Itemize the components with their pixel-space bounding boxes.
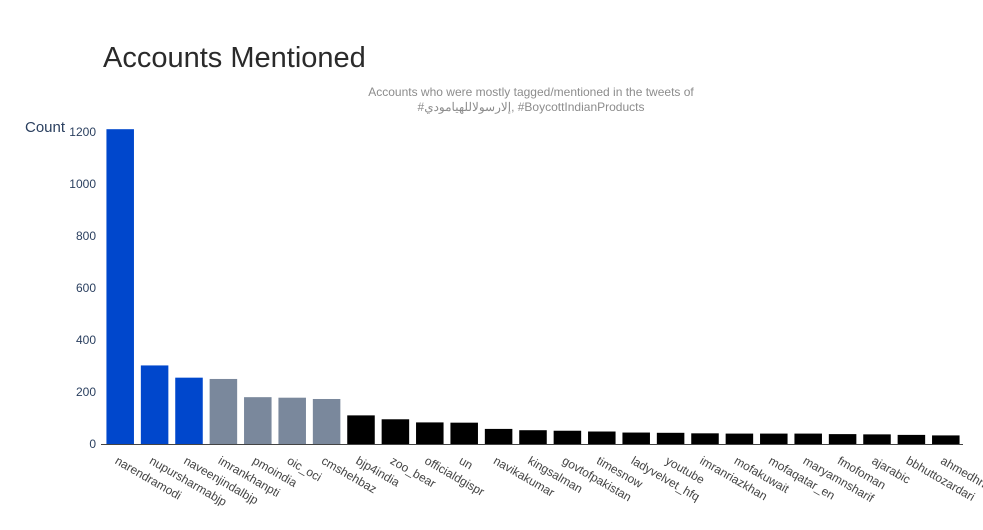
y-tick-label: 800	[76, 229, 96, 243]
y-axis-label: Count	[25, 119, 66, 136]
y-axis-ticks: 0 200 400 600 800 1000 1200	[69, 125, 96, 451]
x-tick-label: un	[457, 453, 476, 472]
bar-mofakuwait[interactable]	[725, 433, 754, 444]
bar-ajarabic[interactable]	[863, 434, 891, 444]
bar-mofaqatar_en[interactable]	[760, 433, 788, 444]
chart-title: Accounts Mentioned	[103, 42, 366, 74]
y-tick-label: 0	[89, 437, 96, 451]
bar-ladyvelvet_hfq[interactable]	[622, 432, 650, 444]
bar-zoo_bear[interactable]	[381, 419, 410, 444]
y-tick-label: 600	[76, 281, 96, 295]
bar-imranriazkhan[interactable]	[691, 433, 719, 444]
bar-oic_oci[interactable]	[278, 397, 306, 444]
y-tick-label: 1200	[69, 125, 96, 139]
chart-subtitle-line-2: #إلارسولاللهيامودي, #BoycottIndianProduc…	[418, 100, 645, 115]
bar-bjp4india[interactable]	[347, 415, 375, 444]
bar-bbhuttozardari[interactable]	[897, 434, 926, 444]
bar-naveenjindalbjp[interactable]	[175, 377, 203, 444]
bar-fmofoman[interactable]	[828, 434, 857, 444]
bar-kingsalman[interactable]	[519, 430, 547, 444]
chart-subtitle-line-1: Accounts who were mostly tagged/mentione…	[368, 85, 694, 99]
x-axis-ticks: narendramodinupursharmabjpnaveenjindalbj…	[113, 453, 983, 509]
bar-imrankhanpti[interactable]	[209, 378, 238, 444]
y-tick-label: 400	[76, 333, 96, 347]
bar-narendramodi[interactable]	[106, 129, 134, 444]
bar-ahmedhn[interactable]	[932, 435, 960, 444]
bar-un[interactable]	[450, 422, 478, 444]
bar-maryamnsharif[interactable]	[794, 433, 822, 444]
y-tick-label: 1000	[69, 177, 96, 191]
bar-nupursharmabjp[interactable]	[140, 365, 169, 444]
bar-govtofpakistan[interactable]	[553, 430, 582, 444]
bar-navikakumar[interactable]	[484, 428, 513, 444]
bars-group	[106, 129, 960, 444]
bar-pmoindia[interactable]	[244, 397, 272, 444]
bar-youtube[interactable]	[656, 432, 685, 444]
y-tick-label: 200	[76, 385, 96, 399]
bar-cmshehbaz[interactable]	[312, 398, 341, 444]
bar-timesnow[interactable]	[588, 431, 616, 444]
bar-officialdgispr[interactable]	[416, 422, 444, 444]
